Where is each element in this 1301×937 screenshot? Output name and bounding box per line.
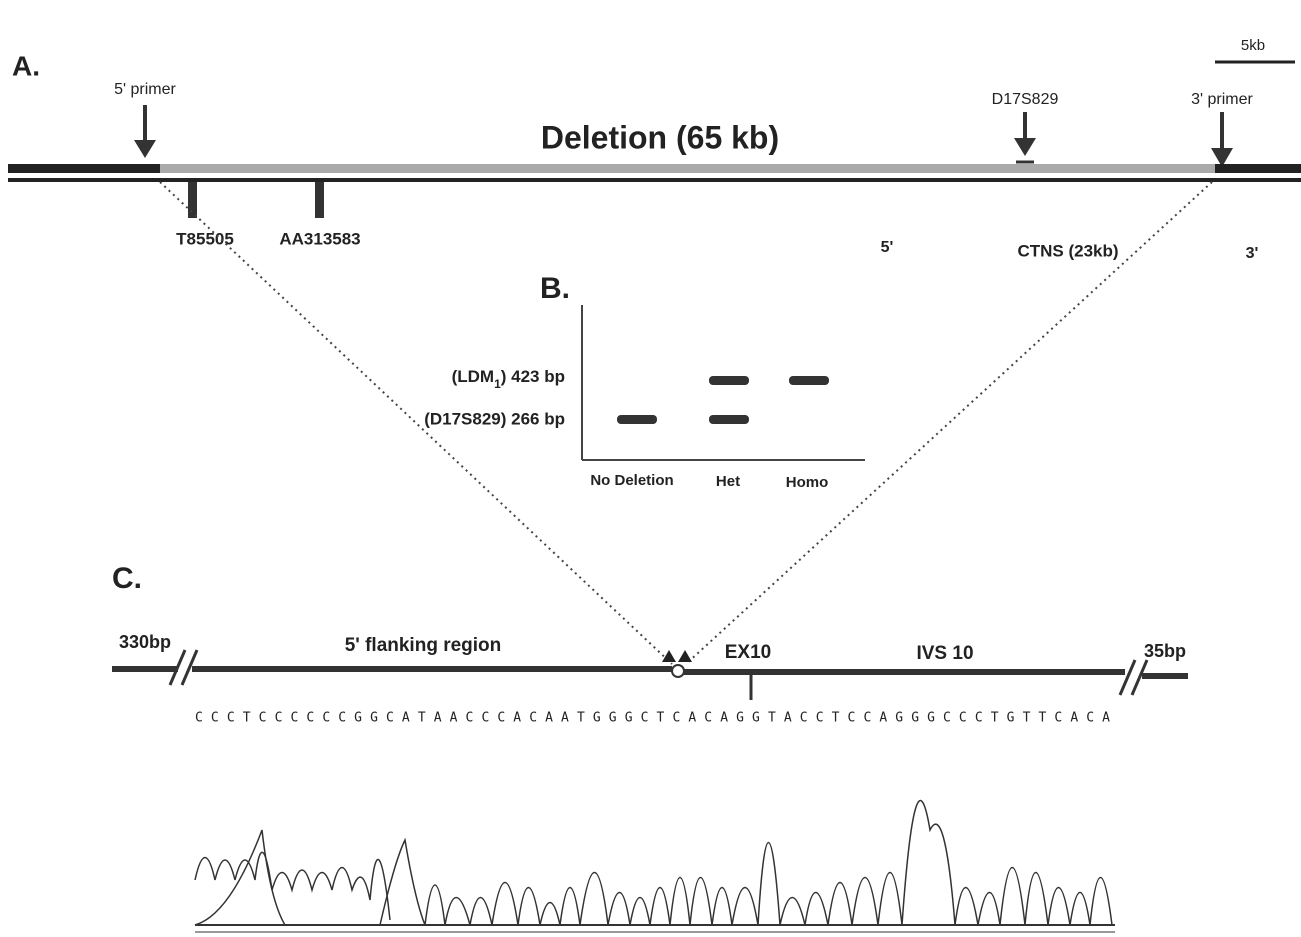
length-label: 35bp	[1144, 641, 1186, 661]
lane-label: Homo	[786, 474, 829, 491]
gel-band	[709, 376, 749, 385]
scale-label: 5kb	[1241, 37, 1265, 54]
trace	[195, 852, 390, 920]
est-marker	[188, 182, 197, 218]
est-label: T85505	[176, 229, 234, 248]
band-label: (LDM1) 423 bp	[452, 367, 565, 391]
deletion	[160, 164, 1215, 173]
chromosome	[8, 178, 1301, 182]
primer-label: 5' primer	[114, 81, 176, 98]
arrow-head	[1014, 138, 1036, 156]
panel-label: B.	[540, 272, 570, 305]
band-label-part: (LDM	[452, 367, 494, 386]
panel-label: C.	[112, 562, 142, 595]
sequence: CCCTCCCCCCGGCATAACCCACAATGGGCTCACAGGTACC…	[195, 711, 1110, 726]
trace	[195, 801, 1112, 925]
gene-end: 3'	[1246, 245, 1259, 262]
band-label-part: ) 423 bp	[501, 367, 565, 386]
band-label: (D17S829) 266 bp	[424, 409, 565, 428]
region-label: 5' flanking region	[345, 635, 502, 656]
gel-band	[789, 376, 829, 385]
marker-label: D17S829	[992, 91, 1059, 108]
length-label: 330bp	[119, 632, 171, 652]
gel-band	[709, 415, 749, 424]
zoom-line	[160, 182, 672, 664]
chromosome	[1215, 164, 1301, 173]
est-label: AA313583	[279, 229, 360, 248]
gel-band	[617, 415, 657, 424]
title: Deletion (65 kb)	[541, 119, 779, 155]
panel-label: A.	[12, 50, 40, 81]
junction	[672, 665, 684, 677]
exon-label: EX10	[725, 642, 771, 663]
chromatogram	[195, 801, 1115, 932]
est-marker	[315, 182, 324, 218]
triangle	[678, 650, 692, 662]
gene-label: CTNS (23kb)	[1017, 241, 1118, 260]
chromosome	[8, 164, 160, 173]
zoom-line	[686, 182, 1212, 664]
gene-end: 5'	[881, 239, 894, 256]
lane-label: No Deletion	[590, 472, 673, 489]
intron-label: IVS 10	[916, 643, 973, 664]
lane-label: Het	[716, 473, 740, 490]
arrow-head	[134, 140, 156, 158]
primer-label: 3' primer	[1191, 91, 1253, 108]
figure: 5kb A. 5' primer Deletion (65 kb) D17S82…	[0, 0, 1301, 937]
